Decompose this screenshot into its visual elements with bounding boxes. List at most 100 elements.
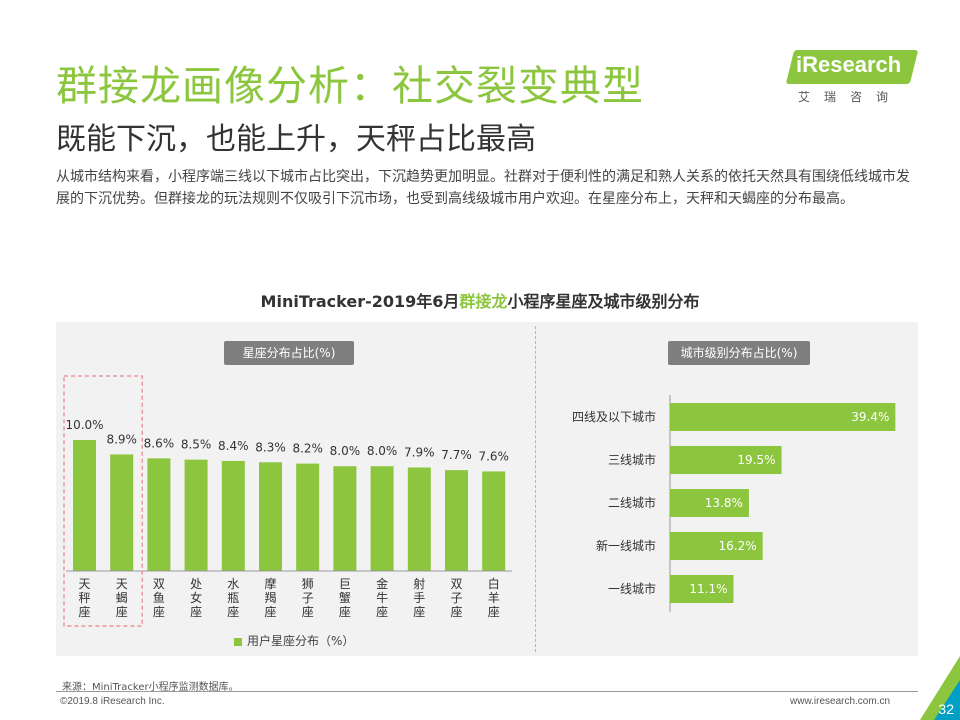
intro-paragraph: 从城市结构来看，小程序端三线以下城市占比突出，下沉趋势更加明显。社群对于便利性的… — [56, 169, 910, 207]
panel-divider — [535, 326, 536, 652]
highlight-box — [63, 375, 143, 627]
chart-title: MiniTracker-2019年6月群接龙小程序星座及城市级别分布 — [0, 288, 960, 312]
bar-2 — [110, 454, 134, 571]
page-subtitle: 既能下沉，也能上升，天秤占比最高 — [56, 122, 536, 157]
bar-1 — [73, 440, 96, 571]
category-label-char: 座 — [339, 604, 351, 619]
bar-value-label: 8.2% — [292, 442, 323, 456]
category-label-char: 鱼 — [153, 591, 165, 605]
city-category-label: 三线城市 — [608, 452, 656, 467]
city-category-label: 新一线城市 — [596, 538, 656, 553]
category-label-char: 座 — [116, 604, 128, 619]
chart-legend: 用户星座分布（%） — [234, 632, 354, 649]
legend-swatch — [234, 637, 242, 646]
bar-value-label: 8.9% — [106, 432, 137, 446]
bar-3 — [147, 458, 171, 571]
category-label-char: 金 — [376, 576, 388, 591]
bar-value-label: 8.3% — [255, 440, 286, 454]
category-label-char: 手 — [413, 591, 425, 605]
city-chart-title: 城市级别分布占比(%) — [668, 341, 810, 365]
bar-12 — [482, 471, 506, 571]
category-label-char: 座 — [302, 604, 314, 619]
copyright-text: ©2019.8 iResearch Inc. — [60, 696, 165, 707]
bar-value-label: 8.6% — [144, 436, 175, 450]
city-bar-value-label: 13.8% — [705, 496, 743, 510]
bar-11 — [445, 470, 468, 571]
bar-value-label: 7.7% — [441, 448, 472, 462]
page-title: 群接龙画像分析：社交裂变典型 — [56, 62, 644, 110]
page-number: 32 — [938, 701, 954, 717]
logo-name: iResearch — [796, 52, 902, 77]
bar-value-label: 10.0% — [65, 418, 103, 432]
bar-value-label: 8.5% — [181, 438, 212, 452]
bar-9 — [370, 466, 394, 571]
iresearch-logo: iResearch 艾瑞咨询 — [785, 48, 920, 110]
bar-value-label: 7.9% — [404, 446, 435, 460]
category-label-char: 羯 — [264, 590, 276, 605]
source-note: 来源：MiniTracker小程序监测数据库。 — [62, 682, 239, 693]
category-label-char: 女 — [190, 590, 202, 605]
category-label-char: 白 — [488, 576, 500, 591]
bar-4 — [184, 459, 208, 571]
city-bar-4 — [670, 532, 763, 560]
bar-value-label: 8.0% — [330, 444, 361, 458]
category-label-char: 子 — [450, 591, 462, 605]
corner-decoration-blue — [934, 680, 960, 720]
city-bar-value-label: 11.1% — [689, 582, 727, 596]
city-bar-value-label: 39.4% — [851, 410, 889, 424]
city-bar-value-label: 16.2% — [719, 539, 757, 553]
category-label-char: 天 — [116, 577, 128, 591]
category-label-char: 巨 — [339, 577, 351, 591]
category-label-char: 秤 — [78, 591, 90, 605]
category-label-char: 处 — [190, 577, 202, 591]
category-label-char: 蝎 — [116, 591, 128, 605]
zodiac-chart-title: 星座分布占比(%) — [224, 341, 354, 365]
category-label-char: 子 — [302, 591, 314, 605]
city-category-label: 二线城市 — [608, 495, 656, 510]
footer-divider — [56, 691, 918, 692]
category-label-char: 座 — [227, 604, 239, 619]
category-label-char: 蟹 — [339, 590, 351, 605]
bar-value-label: 8.0% — [367, 444, 398, 458]
category-label-char: 双 — [153, 577, 165, 591]
category-label-char: 座 — [190, 604, 202, 619]
bar-value-label: 8.4% — [218, 439, 249, 453]
chart-title-prefix: MiniTracker-2019年6月 — [260, 292, 460, 311]
bar-6 — [259, 462, 282, 571]
category-label-char: 座 — [450, 604, 462, 619]
bar-10 — [407, 467, 431, 571]
city-bar-3 — [670, 489, 749, 517]
category-label-char: 双 — [450, 577, 462, 591]
city-bar-value-label: 19.5% — [737, 453, 775, 467]
bar-7 — [296, 463, 320, 571]
category-label-char: 水 — [227, 577, 239, 591]
category-label-char: 羊 — [488, 590, 500, 605]
city-bar-2 — [670, 446, 782, 474]
category-label-char: 座 — [264, 604, 276, 619]
bar-value-label: 7.6% — [478, 449, 509, 463]
category-label-char: 牛 — [376, 590, 388, 605]
category-label-char: 座 — [376, 604, 388, 619]
category-label-char: 座 — [413, 604, 425, 619]
city-category-label: 一线城市 — [608, 581, 656, 596]
category-label-char: 天 — [78, 577, 90, 591]
city-category-label: 四线及以下城市 — [572, 409, 656, 424]
chart-title-suffix: 小程序星座及城市级别分布 — [507, 292, 700, 311]
category-label-char: 座 — [153, 604, 165, 619]
logo-subtitle: 艾瑞咨询 — [798, 90, 903, 104]
category-label-char: 摩 — [264, 576, 276, 591]
legend-label: 用户星座分布（%） — [247, 634, 355, 648]
category-label-char: 瓶 — [227, 591, 239, 605]
city-bar-1 — [670, 403, 896, 431]
bar-5 — [221, 460, 245, 571]
category-label-char: 座 — [488, 604, 500, 619]
chart-title-highlight: 群接龙 — [459, 292, 508, 311]
bar-8 — [333, 466, 357, 571]
city-bar-5 — [670, 575, 734, 603]
category-label-char: 射 — [413, 576, 425, 591]
category-label-char: 狮 — [302, 577, 314, 591]
website-link[interactable]: www.iresearch.com.cn — [790, 696, 891, 707]
category-label-char: 座 — [78, 604, 90, 619]
